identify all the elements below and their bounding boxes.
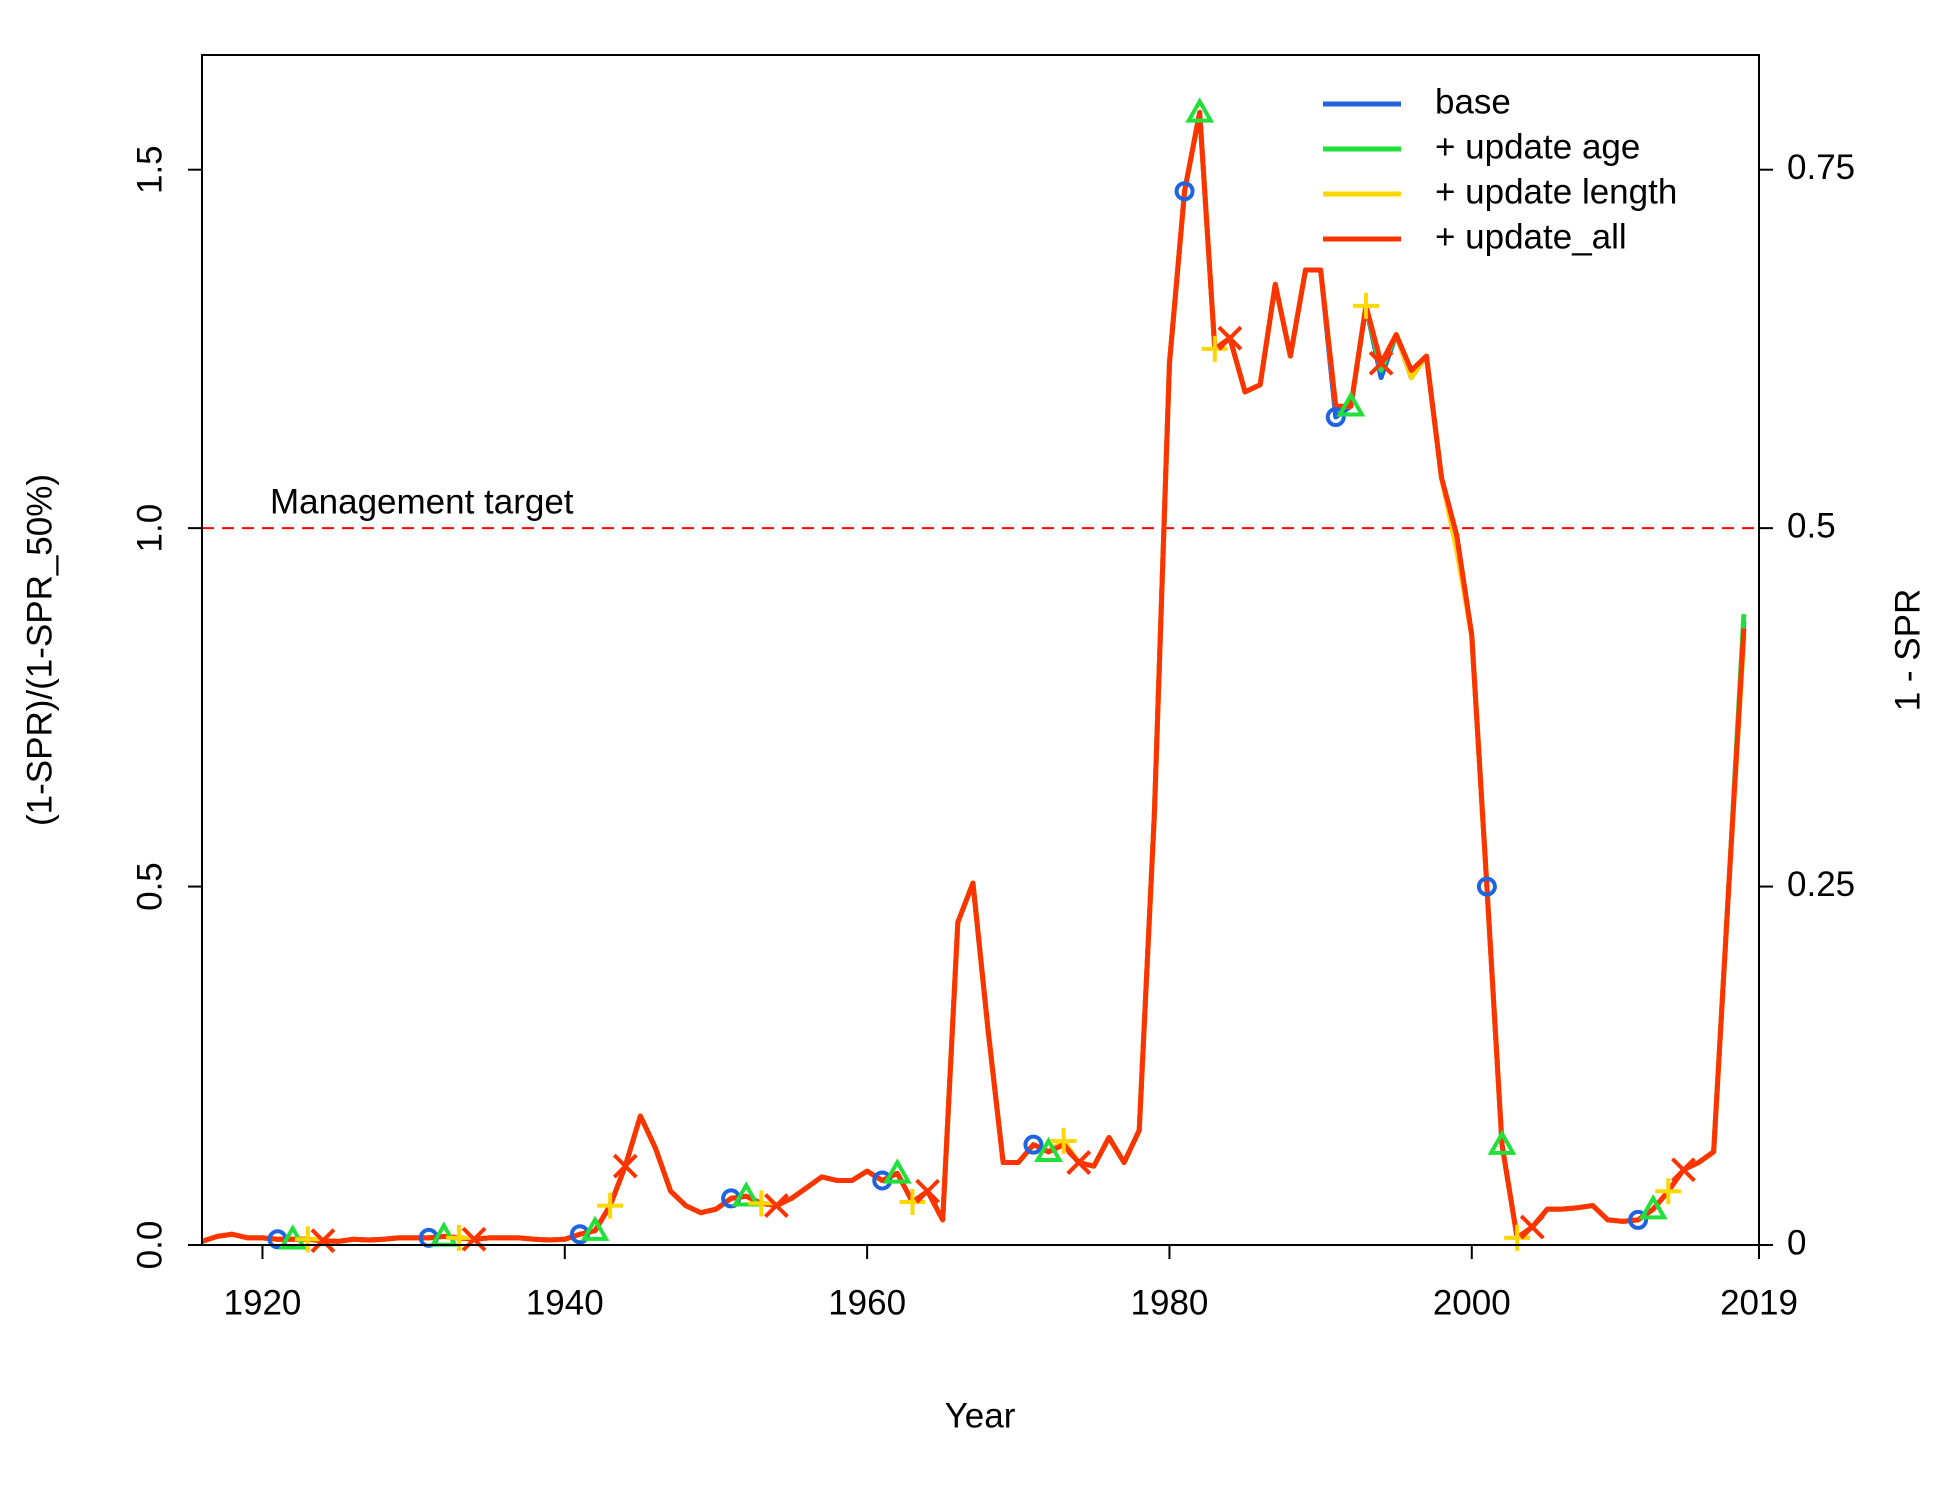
- x-tick-label: 1960: [828, 1283, 906, 1322]
- y2-tick-label: 0.75: [1787, 148, 1855, 187]
- marker: [310, 1228, 336, 1254]
- y2-tick-label: 0: [1787, 1223, 1806, 1262]
- marker: [1487, 1129, 1517, 1155]
- marker: [597, 1192, 624, 1219]
- marker: [1023, 1134, 1044, 1155]
- marker: [1476, 876, 1497, 897]
- x-axis-title: Year: [945, 1396, 1016, 1435]
- marker: [1050, 1128, 1077, 1155]
- marker: [580, 1215, 610, 1241]
- y-tick-label: 1.5: [130, 145, 169, 194]
- legend-label: + update age: [1435, 127, 1640, 166]
- legend-label: + update_all: [1435, 217, 1627, 256]
- marker: [1201, 335, 1228, 362]
- y2-tick-label: 0.25: [1787, 865, 1855, 904]
- legend-label: + update length: [1435, 172, 1677, 211]
- marker: [915, 1178, 941, 1204]
- marker: [1638, 1194, 1668, 1220]
- marker: [748, 1190, 775, 1217]
- y-axis-title: (1-SPR)/(1-SPR_50%): [20, 474, 59, 826]
- marker: [1034, 1136, 1063, 1163]
- marker: [1066, 1150, 1092, 1175]
- marker: [1628, 1209, 1649, 1230]
- x-tick-label: 1920: [224, 1283, 302, 1322]
- marker: [1325, 407, 1346, 428]
- x-tick-label: 2000: [1433, 1283, 1511, 1322]
- marker: [731, 1181, 761, 1207]
- marker: [1504, 1224, 1531, 1251]
- marker: [294, 1226, 321, 1253]
- marker: [1368, 350, 1394, 376]
- marker: [899, 1188, 926, 1215]
- marker: [764, 1193, 789, 1218]
- y2-tick-label: 0.5: [1787, 506, 1836, 545]
- y-tick-label: 0.5: [130, 862, 169, 911]
- marker: [1185, 97, 1215, 123]
- marker: [612, 1153, 638, 1179]
- marker: [1655, 1178, 1682, 1205]
- y-tick-label: 1.0: [130, 504, 169, 553]
- marker: [461, 1226, 487, 1252]
- marker: [1174, 181, 1195, 202]
- marker: [445, 1224, 472, 1251]
- x-tick-label: 1940: [526, 1283, 604, 1322]
- marker: [1352, 292, 1379, 319]
- y2-axis-title: 1 - SPR: [1888, 589, 1927, 712]
- legend-label: base: [1435, 82, 1511, 121]
- marker: [1671, 1157, 1696, 1183]
- marker: [1217, 325, 1243, 351]
- plot-frame: [201, 54, 1760, 1246]
- marker: [882, 1158, 912, 1184]
- x-tick-label: 1980: [1131, 1283, 1209, 1322]
- x-tick-label: 2019: [1720, 1283, 1798, 1322]
- reference-label: Management target: [270, 482, 574, 521]
- y-tick-label: 0.0: [130, 1221, 169, 1270]
- plot-area: [201, 97, 1747, 1254]
- marker: [1519, 1214, 1545, 1240]
- marker: [1336, 391, 1366, 417]
